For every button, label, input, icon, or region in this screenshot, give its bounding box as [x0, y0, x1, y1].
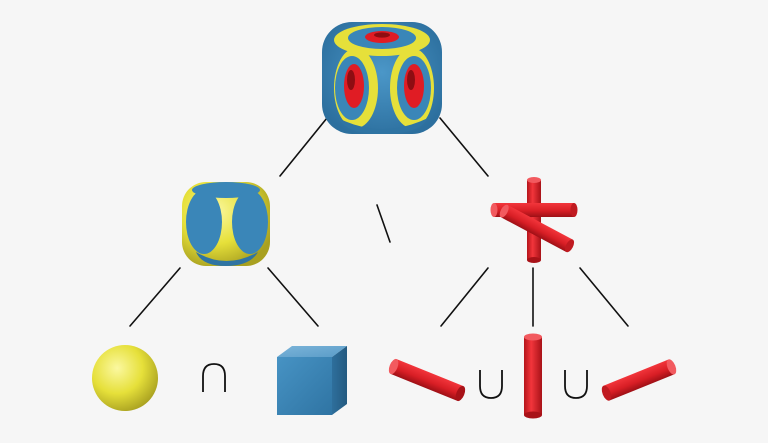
csg-result-icon — [322, 22, 442, 134]
difference-operator — [376, 204, 391, 243]
tree-edges — [129, 117, 629, 327]
union-operator-1 — [479, 370, 503, 399]
union-shape-icon — [490, 177, 578, 263]
edge-right-cyl-y — [579, 267, 629, 327]
sphere-icon — [92, 345, 158, 411]
edge-right-cyl-x — [440, 267, 489, 327]
cylinder-z-icon — [524, 333, 542, 419]
intersection-shape-icon — [182, 182, 270, 266]
union-operator-2 — [564, 370, 588, 399]
cylinder-x-icon — [388, 358, 466, 402]
edge-left-sphere — [129, 267, 181, 327]
edge-left-cube — [267, 267, 319, 327]
cylinder-y-icon — [601, 359, 677, 401]
intersection-operator — [202, 363, 226, 392]
edge-root-right — [439, 117, 489, 177]
cube-icon — [277, 346, 347, 415]
edge-root-left — [279, 117, 328, 177]
